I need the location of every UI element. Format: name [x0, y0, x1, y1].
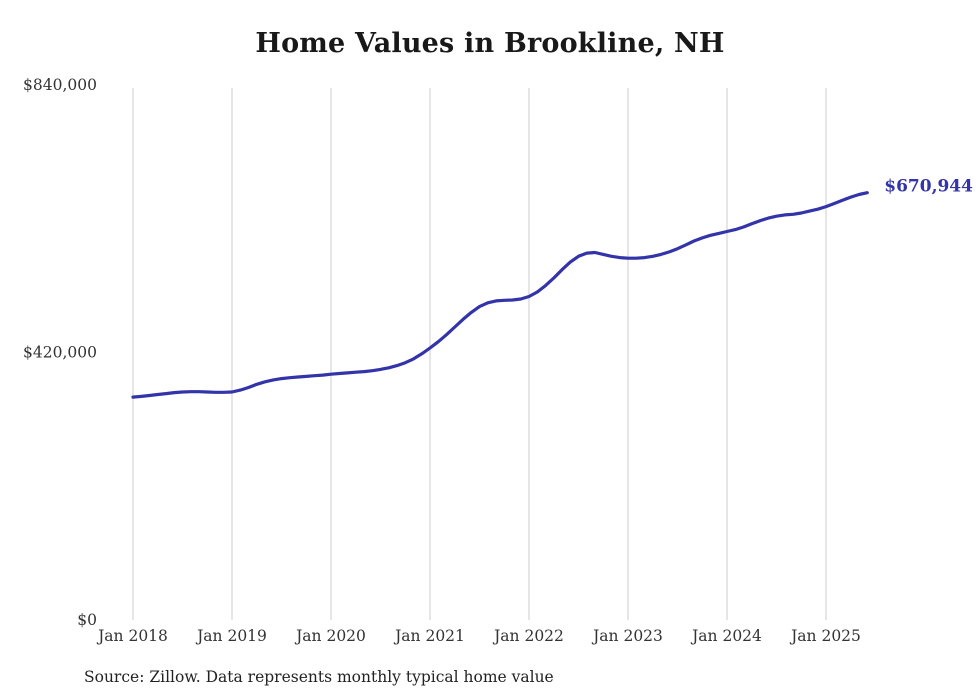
source-note: Source: Zillow. Data represents monthly … [84, 668, 554, 686]
x-tick-label: Jan 2019 [195, 627, 267, 645]
x-tick-label: Jan 2022 [492, 627, 564, 645]
x-tick-label: Jan 2018 [96, 627, 168, 645]
y-tick-label: $0 [77, 611, 97, 629]
x-tick-label: Jan 2025 [789, 627, 861, 645]
y-tick-label: $420,000 [23, 344, 97, 362]
x-tick-label: Jan 2020 [294, 627, 366, 645]
value-line [131, 191, 869, 399]
x-tick-label: Jan 2021 [393, 627, 465, 645]
end-value-label: $670,944 [884, 177, 973, 197]
chart-title: Home Values in Brookline, NH [255, 28, 725, 59]
x-tick-label: Jan 2023 [591, 627, 663, 645]
x-tick-label: Jan 2024 [690, 627, 762, 645]
y-tick-label: $840,000 [23, 76, 97, 94]
